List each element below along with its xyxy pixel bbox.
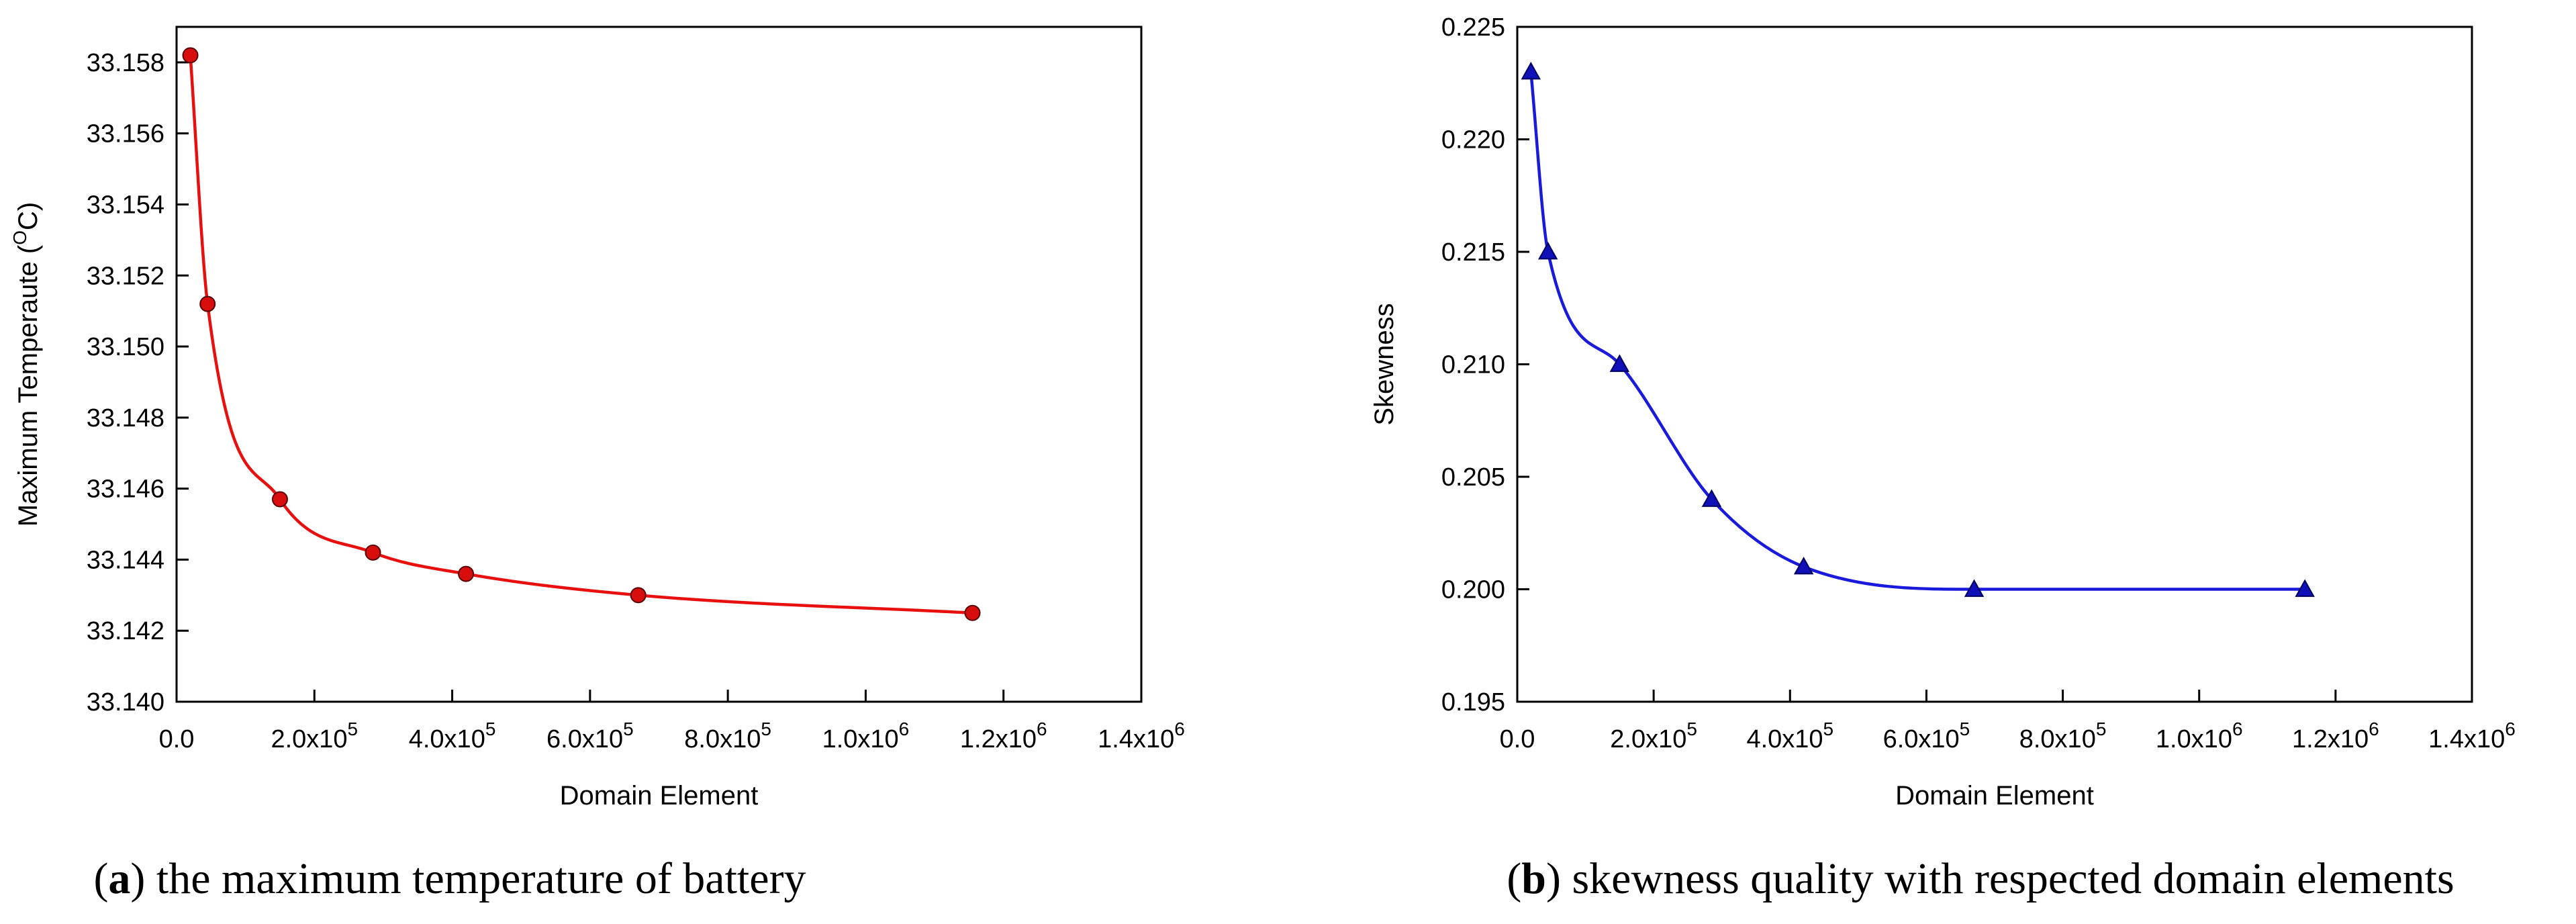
y-tick-label: 33.144 [87,546,164,574]
data-point [1964,579,1985,597]
y-tick-label: 33.148 [87,404,164,432]
x-tick-label: 8.0x105 [2019,719,2107,753]
plot-frame [1516,26,2473,703]
x-tick-label: 2.0x105 [271,719,358,753]
y-axis-label: Maximum Temperaute (OC) [9,202,43,526]
y-tick-label: 0.205 [1441,463,1505,492]
x-tick-label: 1.0x106 [822,719,910,753]
x-tick-label: 1.2x106 [960,719,1047,753]
y-tick-label: 33.146 [87,475,164,504]
data-point [199,295,216,312]
data-point [1793,556,1814,575]
x-tick-label: 1.4x106 [2428,719,2516,753]
x-tick-label: 1.2x106 [2292,719,2379,753]
x-tick-label: 2.0x105 [1610,719,1697,753]
data-point [1609,354,1630,372]
chart-panel-a: 33.140 33.142 33.144 33.146 33.148 33.150 33.1… [9,26,1185,903]
panel-caption: (b) skewness quality with respected doma… [1507,854,2454,903]
data-point [271,491,288,508]
y-tick-label: 33.150 [87,333,164,361]
data-point [1701,489,1722,507]
y-tick-label: 33.158 [87,49,164,77]
data-point [1538,241,1558,260]
data-point [182,47,199,64]
x-tick-label: 0.0 [159,725,195,753]
panel-caption: (a) the maximum temperature of battery [93,854,806,903]
series-line [189,54,974,615]
y-tick-label: 33.152 [87,262,164,290]
data-point [2295,579,2315,597]
data-point [365,544,381,561]
y-axis-label: Skewness [1370,303,1399,425]
series-line [1529,70,2307,591]
y-tick-label: 0.195 [1441,688,1505,717]
y-tick-label: 0.215 [1441,238,1505,267]
data-point [1521,61,1541,80]
chart-panel-b: 0.195 0.200 0.205 0.210 0.215 0.220 0.225 0.0 2.… [1370,13,2516,903]
x-tick-label: 6.0x105 [546,719,634,753]
y-tick-label: 0.225 [1441,13,1505,42]
x-tick-label: 0.0 [1500,725,1535,753]
x-tick-label: 4.0x105 [409,719,496,753]
y-tick-label: 0.210 [1441,351,1505,379]
y-tick-label: 0.220 [1441,126,1505,154]
x-axis-label: Domain Element [560,781,759,811]
data-point [458,565,475,582]
data-point [630,587,647,604]
data-point [964,604,981,621]
x-tick-label: 8.0x105 [684,719,771,753]
x-tick-label: 4.0x105 [1746,719,1833,753]
x-tick-label: 1.4x106 [1098,719,1185,753]
x-tick-label: 1.0x106 [2156,719,2243,753]
y-tick-label: 33.140 [87,688,164,717]
y-tick-label: 33.156 [87,120,164,148]
y-tick-label: 0.200 [1441,576,1505,604]
y-tick-label: 33.154 [87,191,164,219]
x-axis-label: Domain Element [1895,781,2094,811]
plot-frame [175,26,1143,703]
x-tick-label: 6.0x105 [1883,719,1970,753]
y-tick-label: 33.142 [87,617,164,645]
